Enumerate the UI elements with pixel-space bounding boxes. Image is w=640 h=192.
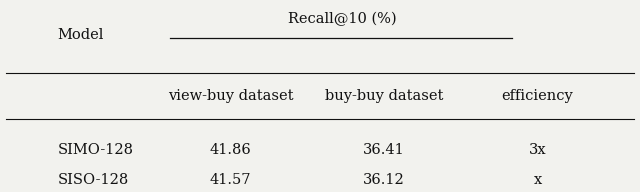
Text: Model: Model bbox=[58, 28, 104, 41]
Text: view-buy dataset: view-buy dataset bbox=[168, 89, 293, 103]
Text: SISO-128: SISO-128 bbox=[58, 174, 129, 187]
Text: 36.41: 36.41 bbox=[363, 143, 405, 157]
Text: efficiency: efficiency bbox=[502, 89, 573, 103]
Text: 3x: 3x bbox=[529, 143, 547, 157]
Text: 36.12: 36.12 bbox=[363, 174, 405, 187]
Text: 41.57: 41.57 bbox=[210, 174, 251, 187]
Text: 41.86: 41.86 bbox=[209, 143, 252, 157]
Text: buy-buy dataset: buy-buy dataset bbox=[325, 89, 443, 103]
Text: SIMO-128: SIMO-128 bbox=[58, 143, 134, 157]
Text: Recall@10 (%): Recall@10 (%) bbox=[288, 12, 397, 26]
Text: x: x bbox=[534, 174, 541, 187]
